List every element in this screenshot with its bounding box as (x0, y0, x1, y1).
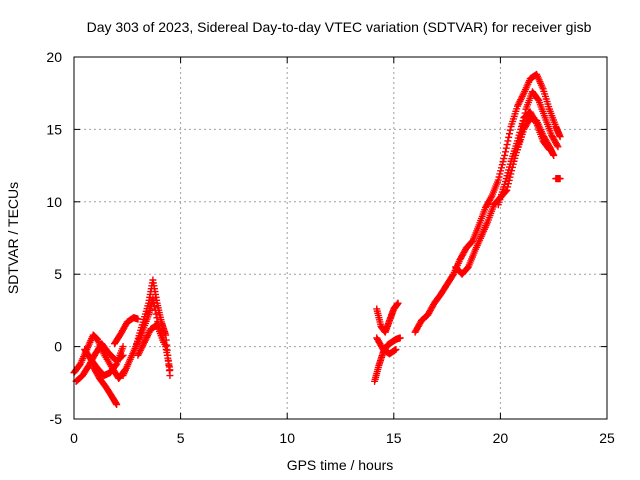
data-series-arc-o (513, 114, 558, 159)
data-series-arc-p (552, 175, 564, 183)
data-point (140, 338, 148, 346)
data-point (502, 144, 510, 152)
data-point (134, 315, 142, 323)
data-point (134, 351, 142, 359)
data-point (501, 148, 509, 156)
data-point (505, 130, 513, 138)
x-tick-label: 15 (386, 430, 402, 446)
data-point (504, 137, 512, 145)
data-point (396, 334, 404, 342)
data-point (142, 335, 150, 343)
data-point (138, 343, 146, 351)
data-point (152, 310, 160, 318)
data-point (517, 96, 525, 104)
data-point (503, 141, 511, 149)
data-series-arc-i (371, 334, 404, 385)
data-point (143, 333, 151, 341)
data-point (500, 155, 508, 163)
y-tick-label: 20 (46, 49, 62, 65)
x-axis-label: GPS time / hours (287, 457, 394, 473)
plot-frame (73, 56, 608, 420)
data-point (160, 338, 168, 346)
data-point (550, 151, 558, 159)
data-point (518, 92, 526, 100)
x-tick-label: 0 (70, 430, 78, 446)
data-point (487, 193, 495, 201)
data-point (136, 346, 144, 354)
data-point (517, 94, 525, 102)
data-point (135, 350, 143, 358)
data-point (505, 133, 513, 141)
y-axis-label: SDTVAR / TECUs (5, 182, 21, 294)
x-tick-label: 20 (493, 430, 509, 446)
data-point (141, 337, 149, 345)
data-point (166, 372, 174, 380)
data-point (497, 167, 505, 175)
data-point (515, 99, 523, 107)
y-tick-label: 5 (54, 266, 62, 282)
axis-ticks: 0 5 10 15 20 25 -5 0 5 10 15 20 (46, 49, 615, 446)
x-tick-label: 5 (177, 430, 185, 446)
data-point (494, 176, 502, 184)
data-point (394, 299, 402, 307)
grid (74, 57, 607, 419)
data-point (113, 401, 121, 409)
data-point (137, 345, 145, 353)
x-tick-label: 25 (599, 430, 615, 446)
data-point (513, 102, 521, 110)
data-point (499, 158, 507, 166)
y-tick-label: -5 (50, 411, 63, 427)
data-point (556, 133, 564, 141)
data-point (554, 143, 562, 151)
data-point (144, 332, 152, 340)
data-series-arc-c (89, 363, 121, 409)
data-series-arc-d (81, 343, 127, 380)
data-point (519, 91, 527, 99)
data-point (144, 330, 152, 338)
y-tick-label: 15 (46, 121, 62, 137)
data-point (392, 345, 400, 353)
data-series-arc-h (134, 321, 168, 359)
data-point (514, 101, 522, 109)
data-point (506, 126, 514, 134)
x-tick-label: 10 (279, 430, 295, 446)
data-point (534, 95, 542, 103)
data-series-arc-e (111, 314, 142, 348)
data-point (495, 173, 503, 181)
data-point (112, 361, 120, 369)
data-series-arc-k (373, 334, 400, 358)
data-point (553, 141, 561, 149)
data-point (516, 97, 524, 105)
data-points (70, 70, 564, 409)
data-series-arc-g (132, 276, 174, 380)
y-tick-label: 0 (54, 339, 62, 355)
data-point (556, 175, 564, 183)
data-series-arc-j (373, 299, 402, 336)
data-series-arc-l (411, 70, 564, 336)
data-point (145, 328, 153, 336)
y-tick-label: 10 (46, 194, 62, 210)
chart-title: Day 303 of 2023, Sidereal Day-to-day VTE… (87, 19, 592, 35)
data-point (149, 295, 157, 303)
data-point (139, 342, 147, 350)
data-point (498, 161, 506, 169)
data-point (449, 271, 457, 279)
data-point (496, 170, 504, 178)
data-point (501, 151, 509, 159)
data-point (140, 340, 148, 348)
data-point (119, 343, 127, 351)
data-point (497, 164, 505, 172)
data-point (136, 348, 144, 356)
